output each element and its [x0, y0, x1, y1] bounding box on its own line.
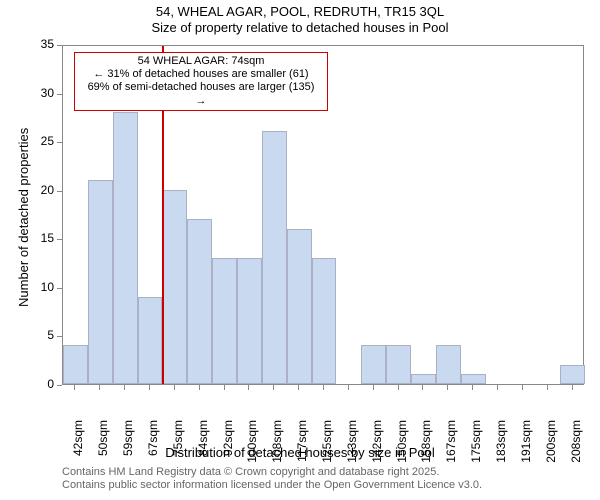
y-tick-label: 30: [30, 86, 54, 100]
histogram-bar: [237, 258, 262, 384]
y-tick-label: 20: [30, 183, 54, 197]
y-tick: [57, 45, 62, 46]
histogram-bar: [138, 297, 163, 384]
y-tick: [57, 142, 62, 143]
chart-footer: Contains HM Land Registry data © Crown c…: [62, 466, 482, 492]
x-tick: [149, 385, 150, 390]
y-tick: [57, 239, 62, 240]
y-tick-label: 15: [30, 231, 54, 245]
x-tick: [422, 385, 423, 390]
x-tick: [74, 385, 75, 390]
callout-line-2: ← 31% of detached houses are smaller (61…: [81, 68, 321, 81]
x-tick: [248, 385, 249, 390]
x-tick: [522, 385, 523, 390]
x-tick: [298, 385, 299, 390]
footer-line-1: Contains HM Land Registry data © Crown c…: [62, 466, 482, 479]
x-tick: [398, 385, 399, 390]
callout-box: 54 WHEAL AGAR: 74sqm ← 31% of detached h…: [74, 52, 328, 111]
y-axis-label: Number of detached properties: [16, 128, 31, 307]
histogram-bar: [212, 258, 237, 384]
histogram-bar: [411, 374, 436, 384]
histogram-bar: [88, 180, 113, 384]
chart-subtitle: Size of property relative to detached ho…: [0, 20, 600, 35]
histogram-bar: [287, 229, 312, 384]
x-tick: [174, 385, 175, 390]
histogram-bar: [162, 190, 187, 384]
histogram-bar: [187, 219, 212, 384]
x-tick: [124, 385, 125, 390]
y-tick-label: 25: [30, 134, 54, 148]
x-tick: [472, 385, 473, 390]
x-axis-label: Distribution of detached houses by size …: [0, 445, 600, 460]
histogram-bar: [312, 258, 337, 384]
x-tick: [273, 385, 274, 390]
histogram-bar: [63, 345, 88, 384]
callout-line-1: 54 WHEAL AGAR: 74sqm: [81, 55, 321, 68]
x-tick: [224, 385, 225, 390]
x-tick: [323, 385, 324, 390]
histogram-bar: [361, 345, 386, 384]
histogram-bar: [436, 345, 461, 384]
histogram-bar: [461, 374, 486, 384]
y-tick-label: 0: [30, 377, 54, 391]
x-tick: [497, 385, 498, 390]
histogram-bar: [386, 345, 411, 384]
x-tick: [547, 385, 548, 390]
x-tick: [348, 385, 349, 390]
y-tick-label: 10: [30, 280, 54, 294]
y-tick-label: 35: [30, 37, 54, 51]
x-tick: [572, 385, 573, 390]
histogram-bar: [113, 112, 138, 384]
y-tick: [57, 336, 62, 337]
chart-container: { "title": "54, WHEAL AGAR, POOL, REDRUT…: [0, 0, 600, 500]
histogram-bar: [560, 365, 585, 384]
callout-line-3: 69% of semi-detached houses are larger (…: [81, 81, 321, 107]
chart-title: 54, WHEAL AGAR, POOL, REDRUTH, TR15 3QL: [0, 4, 600, 19]
histogram-bar: [262, 131, 287, 384]
y-tick-label: 5: [30, 328, 54, 342]
y-tick: [57, 94, 62, 95]
x-tick: [99, 385, 100, 390]
y-tick: [57, 385, 62, 386]
y-tick: [57, 191, 62, 192]
x-tick: [447, 385, 448, 390]
x-tick: [199, 385, 200, 390]
y-tick: [57, 288, 62, 289]
footer-line-2: Contains public sector information licen…: [62, 479, 482, 492]
x-tick: [373, 385, 374, 390]
